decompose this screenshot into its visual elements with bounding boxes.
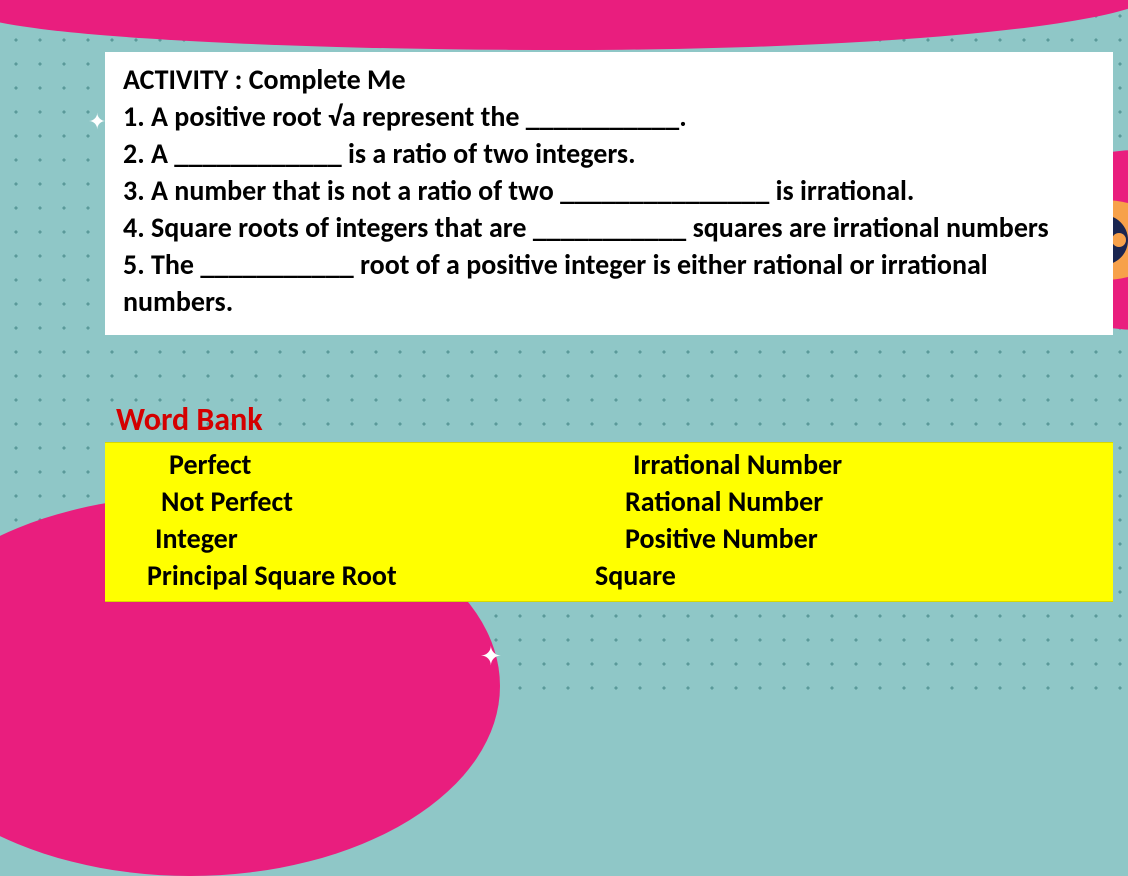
wordbank-item: Square xyxy=(595,558,1113,595)
wordbank-title: Word Bank xyxy=(116,400,263,439)
sparkle-icon: ✦ xyxy=(88,108,106,135)
wordbank-item: Positive Number xyxy=(625,521,1113,558)
wordbank-row: Integer Positive Number xyxy=(105,521,1113,558)
activity-line-1: 1. A positive root √a represent the ____… xyxy=(123,99,1095,136)
sparkle-icon: ✦ xyxy=(480,640,502,672)
wordbank-panel: Perfect Irrational Number Not Perfect Ra… xyxy=(105,442,1113,602)
wordbank-row: Not Perfect Rational Number xyxy=(105,484,1113,521)
activity-line-5: 5. The ___________ root of a positive in… xyxy=(123,247,1095,321)
wordbank-item: Rational Number xyxy=(625,484,1113,521)
activity-panel: ACTIVITY : Complete Me 1. A positive roo… xyxy=(105,52,1113,335)
activity-line-4: 4. Square roots of integers that are ___… xyxy=(123,210,1095,247)
wordbank-row: Perfect Irrational Number xyxy=(105,447,1113,484)
wordbank-item: Principal Square Root xyxy=(105,558,625,595)
activity-line-3: 3. A number that is not a ratio of two _… xyxy=(123,173,1095,210)
wordbank-item: Not Perfect xyxy=(105,484,625,521)
wordbank-item: Integer xyxy=(105,521,625,558)
wordbank-row: Principal Square Root Square xyxy=(105,558,1113,595)
activity-title: ACTIVITY : Complete Me xyxy=(123,62,1095,97)
wordbank-item: Perfect xyxy=(105,447,625,484)
wordbank-item: Irrational Number xyxy=(625,447,1113,484)
activity-line-2: 2. A ____________ is a ratio of two inte… xyxy=(123,136,1095,173)
